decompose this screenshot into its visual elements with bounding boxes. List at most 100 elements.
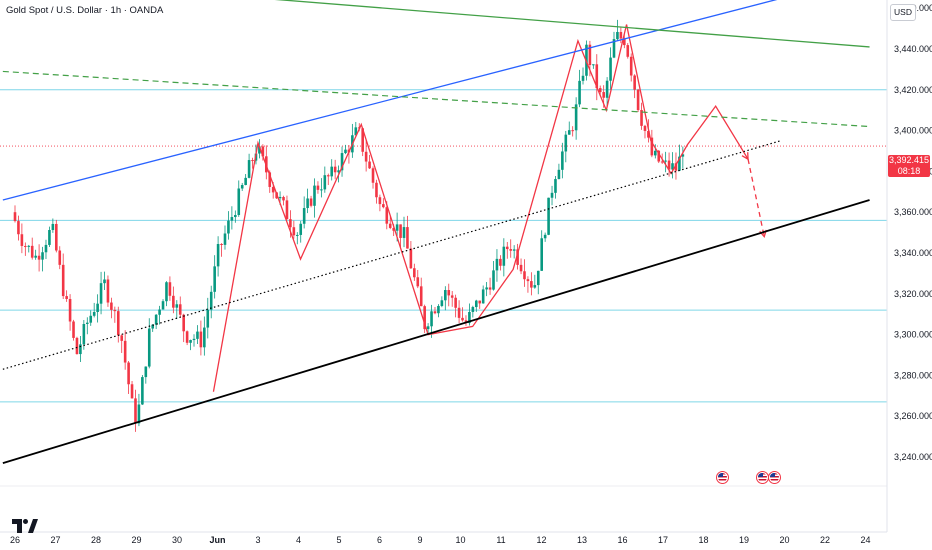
candle-body	[388, 223, 392, 228]
candle-body	[478, 300, 482, 304]
x-tick-label: 22	[820, 535, 830, 545]
candle-body	[382, 204, 385, 208]
candle-body	[426, 326, 430, 330]
candle-body	[592, 64, 595, 66]
candle-body	[333, 166, 337, 173]
candle-body	[419, 286, 423, 307]
black-trendline	[2, 199, 870, 464]
candle-body	[354, 127, 358, 136]
x-tick-label: Jun	[209, 535, 225, 545]
price-axis-panel	[887, 0, 932, 550]
x-tick-label: 20	[779, 535, 789, 545]
candle-body	[58, 250, 62, 265]
candle-body	[660, 161, 664, 163]
chart-title: Gold Spot / U.S. Dollar · 1h · OANDA	[6, 5, 164, 16]
candle-body	[344, 149, 347, 154]
candle-body	[182, 314, 185, 332]
candle-body	[474, 300, 478, 308]
candle-body	[512, 249, 516, 251]
candle-body	[130, 384, 134, 399]
candle-body	[447, 290, 451, 296]
candle-body	[89, 315, 93, 323]
candle-body	[271, 186, 275, 193]
candle-body	[24, 245, 27, 247]
candle-body	[340, 153, 344, 171]
us-flag-event-icon[interactable]	[768, 471, 782, 484]
candle-body	[440, 300, 444, 306]
candle-body	[505, 246, 509, 250]
x-tick-label: 4	[296, 535, 301, 545]
x-tick-label: 19	[739, 535, 749, 545]
candle-body	[244, 177, 247, 186]
last-price-value: 3,392.415	[888, 155, 930, 165]
candle-body	[79, 344, 82, 355]
candle-body	[502, 246, 506, 266]
candle-body	[44, 244, 48, 253]
us-flag-event-icon[interactable]	[715, 471, 729, 484]
y-tick-label: 3,440.000	[894, 44, 932, 54]
candle-body	[72, 321, 75, 338]
candle-body	[574, 104, 578, 131]
candle-body	[61, 264, 65, 297]
candle-body	[292, 227, 296, 236]
candle-body	[206, 309, 210, 328]
candle-body	[640, 110, 643, 126]
candle-body	[564, 134, 568, 152]
candle-body	[654, 150, 657, 156]
y-tick-label: 3,280.000	[894, 370, 932, 380]
candle-body	[141, 377, 144, 405]
candle-body	[392, 227, 395, 231]
candle-body	[492, 270, 495, 290]
green-dashed-trendline	[2, 70, 870, 128]
candle-body	[647, 130, 650, 138]
candle-body	[237, 188, 241, 215]
candle-body	[240, 185, 244, 189]
candle-body	[471, 307, 475, 312]
candle-body	[220, 244, 223, 246]
candle-body	[85, 322, 89, 324]
candle-body	[413, 268, 416, 278]
candle-body	[313, 185, 316, 206]
candle-body	[444, 290, 447, 301]
candle-body	[299, 223, 303, 235]
candle-body	[433, 311, 437, 314]
candle-body	[223, 233, 227, 245]
candle-body	[37, 255, 41, 260]
y-tick-label: 3,340.000	[894, 248, 932, 258]
candle-body	[402, 227, 406, 238]
green-trendline	[274, 0, 870, 48]
candle-body	[251, 160, 254, 162]
candle-body	[82, 323, 86, 345]
candle-body	[650, 137, 654, 156]
candle-body	[185, 331, 189, 343]
candle-body	[554, 179, 557, 193]
candle-body	[361, 128, 364, 152]
candle-body	[581, 75, 585, 81]
x-tick-label: 16	[617, 535, 627, 545]
candle-body	[213, 266, 216, 292]
candle-body	[123, 340, 127, 363]
y-tick-label: 3,360.000	[894, 207, 932, 217]
x-tick-label: 24	[860, 535, 870, 545]
x-tick-label: 30	[172, 535, 182, 545]
tradingview-logo-icon[interactable]	[12, 517, 38, 535]
x-tick-label: 26	[10, 535, 20, 545]
candle-body	[17, 221, 20, 235]
candle-body	[550, 192, 554, 198]
candle-body	[454, 297, 457, 308]
candle-body	[437, 305, 440, 314]
candle-body	[671, 163, 674, 170]
candle-body	[530, 281, 533, 288]
candle-body	[192, 338, 196, 341]
candle-body	[234, 214, 237, 218]
candle-body	[364, 151, 368, 162]
candle-body	[158, 309, 161, 315]
currency-button[interactable]: USD	[890, 4, 916, 21]
candle-body	[99, 283, 103, 304]
candle-body	[55, 223, 58, 251]
candle-body	[178, 304, 182, 315]
candle-body	[602, 92, 605, 98]
candle-body	[385, 207, 389, 224]
